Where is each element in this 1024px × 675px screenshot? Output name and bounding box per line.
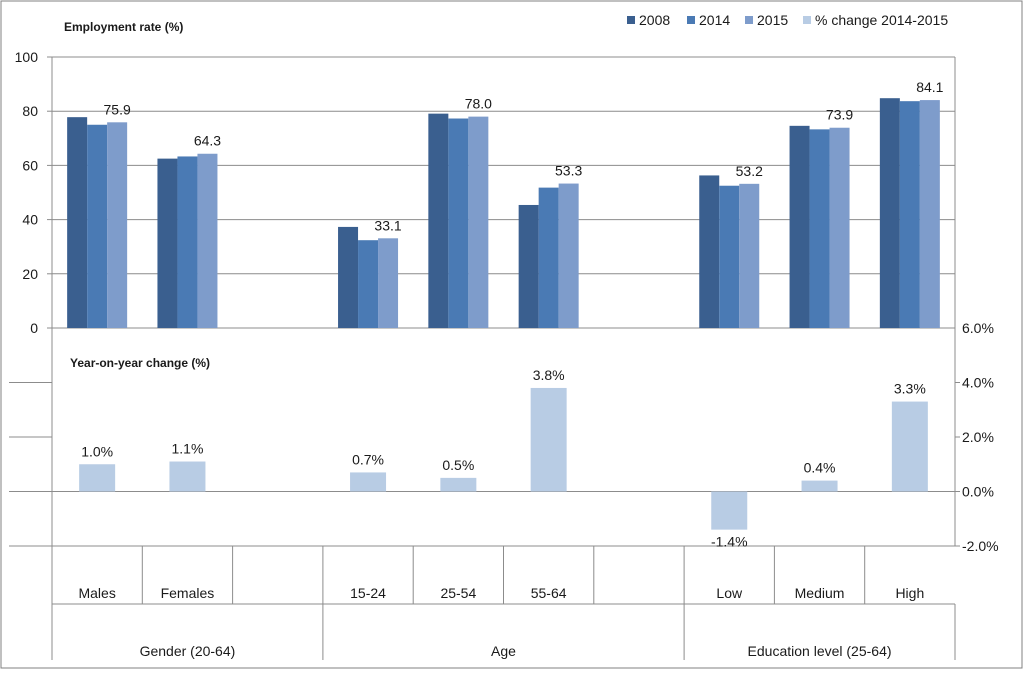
bottom-data-label: 3.3% — [894, 381, 926, 397]
change-bar-9 — [891, 401, 928, 492]
top-y-tick-label: 0 — [30, 320, 38, 336]
bottom-data-label: 0.5% — [442, 457, 474, 473]
top-data-label: 78.0 — [465, 96, 492, 112]
category-label: 25-54 — [440, 585, 476, 601]
data-labels: 75.9 64.3 33.1 78.0 53.3 53.2 73.9 84.1 1.0% 1.1%… — [81, 79, 943, 550]
top-y-tick-label: 20 — [22, 266, 38, 282]
change-bar-3 — [350, 472, 387, 492]
group-label: Education level (25-64) — [748, 643, 892, 659]
bottom-data-label: -1.4% — [711, 534, 748, 550]
bottom-panel-bars — [79, 387, 928, 530]
bottom-data-label: 3.8% — [533, 367, 565, 383]
bottom-panel-title: Year-on-year change (%) — [70, 356, 210, 370]
bar-s2008-8 — [789, 125, 810, 328]
top-data-label: 53.2 — [736, 163, 763, 179]
top-panel-title: Employment rate (%) — [64, 20, 183, 34]
top-data-label: 53.3 — [555, 163, 582, 179]
legend-label-s2014: 2014 — [699, 12, 730, 28]
top-data-label: 73.9 — [826, 107, 853, 123]
bottom-y-tick-label: 2.0% — [962, 429, 994, 445]
bar-s2008-5 — [518, 204, 539, 328]
change-bar-4 — [440, 477, 477, 492]
bar-s2015-9 — [919, 100, 940, 329]
change-bar-5 — [530, 387, 567, 492]
legend-swatch-change — [803, 16, 811, 24]
group-label: Gender (20-64) — [140, 643, 236, 659]
bottom-data-label: 1.0% — [81, 443, 113, 459]
category-label: Males — [78, 585, 115, 601]
bar-s2008-4 — [428, 113, 449, 328]
bar-s2015-8 — [829, 127, 850, 328]
bar-s2008-1 — [157, 158, 178, 328]
change-bar-8 — [801, 480, 838, 492]
change-bar-7 — [711, 491, 748, 530]
axes: 0 20 40 60 80 100 -2.0% 0.0% 2.0% 4.0% 6.0% Gender … — [15, 49, 999, 660]
bottom-y-tick-label: 0.0% — [962, 484, 994, 500]
top-panel-bars — [67, 98, 940, 329]
top-y-tick-label: 80 — [22, 103, 38, 119]
bottom-y-tick-label: 6.0% — [962, 320, 994, 336]
bar-s2015-1 — [197, 153, 218, 328]
legend-swatch-s2014 — [687, 16, 695, 24]
top-y-tick-label: 60 — [22, 157, 38, 173]
bottom-y-tick-label: 4.0% — [962, 375, 994, 391]
top-data-label: 84.1 — [916, 79, 943, 95]
top-data-label: 64.3 — [194, 133, 221, 149]
bar-s2014-9 — [899, 101, 920, 328]
legend: 2008 2014 2015 % change 2014-2015 — [627, 12, 948, 28]
bar-s2014-7 — [719, 185, 740, 328]
category-label: Medium — [795, 585, 845, 601]
bottom-data-label: 0.4% — [804, 460, 836, 476]
legend-label-s2015: 2015 — [757, 12, 788, 28]
bar-s2014-5 — [538, 187, 559, 328]
change-bar-0 — [79, 464, 116, 492]
bar-s2008-9 — [879, 98, 900, 328]
top-data-label: 33.1 — [374, 217, 401, 233]
bottom-y-tick-label: -2.0% — [962, 538, 999, 554]
category-label: High — [895, 585, 924, 601]
top-y-tick-label: 100 — [15, 49, 39, 65]
bar-s2014-8 — [809, 129, 830, 328]
group-label: Age — [491, 643, 516, 659]
change-bar-1 — [169, 461, 206, 492]
bar-s2015-0 — [107, 122, 128, 328]
bar-s2015-4 — [468, 116, 489, 329]
legend-swatch-s2015 — [745, 16, 753, 24]
top-data-label: 75.9 — [104, 101, 131, 117]
category-label: Low — [716, 585, 743, 601]
category-label: 15-24 — [350, 585, 386, 601]
bar-s2008-0 — [67, 117, 88, 328]
bar-s2015-7 — [739, 183, 760, 328]
legend-label-change: % change 2014-2015 — [815, 12, 948, 28]
bar-s2014-4 — [448, 118, 469, 328]
bar-s2008-7 — [699, 175, 720, 328]
legend-label-s2008: 2008 — [639, 12, 670, 28]
legend-swatch-s2008 — [627, 16, 635, 24]
bar-s2014-0 — [87, 124, 108, 328]
bottom-data-label: 0.7% — [352, 451, 384, 467]
bar-s2015-3 — [378, 238, 399, 328]
bar-s2015-5 — [558, 183, 579, 328]
bar-s2008-3 — [338, 226, 359, 328]
bar-s2014-3 — [358, 240, 379, 328]
bar-s2014-1 — [177, 156, 198, 328]
category-label: 55-64 — [531, 585, 567, 601]
top-y-tick-label: 40 — [22, 212, 38, 228]
bottom-data-label: 1.1% — [171, 441, 203, 457]
category-label: Females — [161, 585, 215, 601]
